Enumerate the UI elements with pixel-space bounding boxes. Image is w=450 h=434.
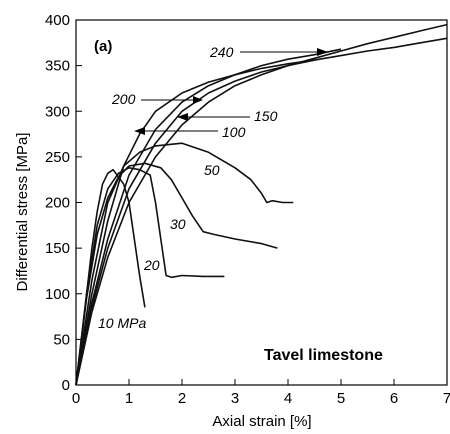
y-tick-label: 200 xyxy=(45,195,70,212)
x-tick-label: 0 xyxy=(72,390,80,407)
series-label-240: 240 xyxy=(209,44,234,60)
series-line-10-mpa xyxy=(75,168,146,386)
y-tick-label: 400 xyxy=(45,12,70,29)
arrowhead-100 xyxy=(134,127,145,135)
x-tick-label: 7 xyxy=(443,390,450,407)
arrowhead-240 xyxy=(317,48,328,56)
x-tick-label: 4 xyxy=(284,390,292,407)
curves-group xyxy=(75,23,448,386)
panel-label: (a) xyxy=(94,38,112,55)
series-label-100: 100 xyxy=(222,124,246,140)
arrowhead-150 xyxy=(177,113,188,121)
material-annotation: Tavel limestone xyxy=(264,347,383,364)
series-line-20 xyxy=(75,167,225,386)
series-label-20: 20 xyxy=(143,257,160,273)
x-tick-label: 5 xyxy=(337,390,345,407)
series-line-240 xyxy=(75,23,448,386)
y-tick-label: 250 xyxy=(45,149,70,166)
y-tick-label: 350 xyxy=(45,58,70,75)
series-labels: 240 200 150 100 50 30 20 10 MPa xyxy=(98,44,328,331)
x-tick-label: 2 xyxy=(178,390,186,407)
series-label-200: 200 xyxy=(111,91,136,107)
y-tick-label: 0 xyxy=(62,377,70,394)
y-tick-label: 150 xyxy=(45,240,70,257)
x-tick-label: 6 xyxy=(390,390,398,407)
arrowhead-200 xyxy=(193,96,203,104)
series-label-10: 10 MPa xyxy=(98,315,146,331)
y-tick-label: 100 xyxy=(45,286,70,303)
series-line-200 xyxy=(75,37,448,386)
x-tick-label: 1 xyxy=(125,390,133,407)
series-label-150: 150 xyxy=(254,108,278,124)
series-line-30 xyxy=(75,162,278,386)
ticks-group: 0 1 2 3 4 5 6 7 0 50 100 150 200 250 300 350 400 xyxy=(45,12,450,407)
x-tick-label: 3 xyxy=(231,390,239,407)
series-line-150 xyxy=(75,48,342,386)
series-label-50: 50 xyxy=(204,162,220,178)
y-tick-label: 300 xyxy=(45,103,70,120)
y-tick-label: 50 xyxy=(53,331,70,348)
series-line-50 xyxy=(75,142,294,386)
x-axis-label: Axial strain [%] xyxy=(212,413,311,430)
series-label-30: 30 xyxy=(170,216,186,232)
plot-area: 0 1 2 3 4 5 6 7 0 50 100 150 200 250 300 350 400 xyxy=(45,12,450,407)
y-axis-label: Differential stress [MPa] xyxy=(14,133,31,292)
series-line-100 xyxy=(75,59,315,386)
